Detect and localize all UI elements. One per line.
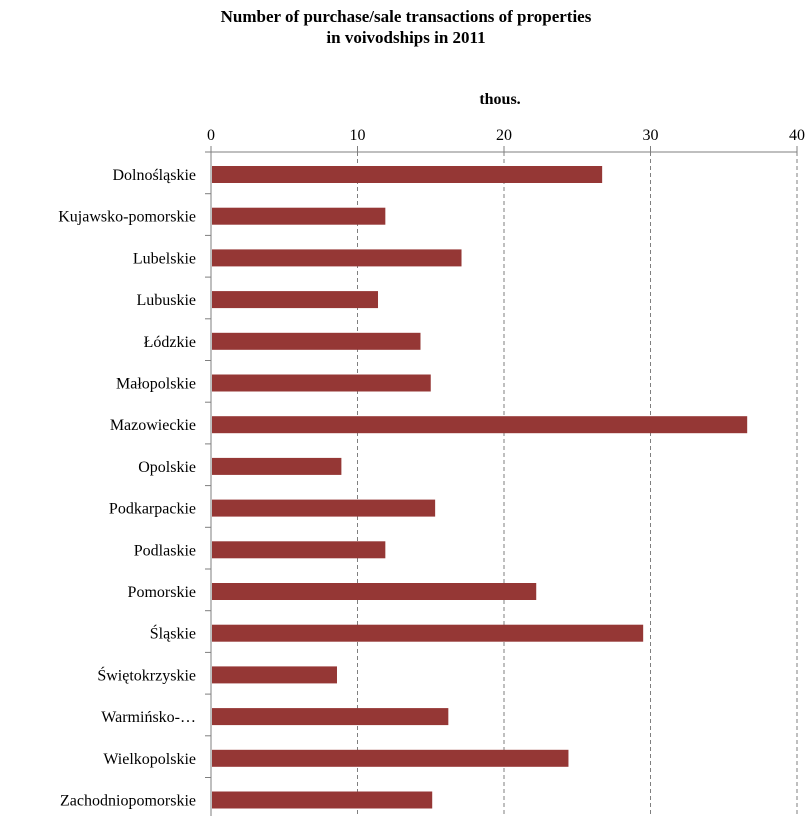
category-label: Małopolskie (116, 376, 196, 393)
x-tick-label: 40 (789, 127, 805, 144)
category-label: Lubelskie (133, 250, 196, 267)
category-label: Podkarpackie (109, 501, 196, 518)
bar (212, 416, 747, 433)
x-tick-label: 10 (350, 127, 366, 144)
x-axis-label: thous. (479, 91, 520, 108)
category-label: Wielkopolskie (103, 751, 196, 768)
category-label: Dolnośląskie (112, 167, 196, 184)
category-label: Pomorskie (128, 584, 196, 601)
bar (212, 333, 420, 350)
bar (212, 249, 462, 266)
bar (212, 291, 378, 308)
bar (212, 458, 341, 475)
bar (212, 166, 602, 183)
category-label: Lubuskie (136, 292, 196, 309)
bar (212, 792, 432, 809)
bars (212, 166, 747, 809)
bar (212, 666, 337, 683)
bar (212, 500, 435, 517)
bar (212, 625, 643, 642)
category-label: Łódzkie (144, 334, 196, 351)
x-tick-label: 0 (207, 127, 215, 144)
bar (212, 375, 431, 392)
bar (212, 750, 568, 767)
bar (212, 208, 385, 225)
category-labels: Dolnośląskie Kujawsko-pomorskie Lubelskie L… (58, 167, 196, 810)
bar (212, 708, 448, 725)
x-tick-label: 30 (643, 127, 659, 144)
category-label: Podlaskie (134, 542, 196, 559)
category-label: Kujawsko-pomorskie (58, 209, 196, 226)
bar (212, 583, 536, 600)
category-label: Zachodniopomorskie (60, 793, 196, 810)
category-label: Mazowieckie (110, 417, 196, 434)
x-tick-label: 20 (496, 127, 512, 144)
bar (212, 541, 385, 558)
category-label: Warmińsko-… (101, 709, 196, 726)
category-label: Świętokrzyskie (97, 665, 196, 684)
category-label: Opolskie (138, 459, 196, 476)
category-label: Śląskie (150, 624, 196, 643)
